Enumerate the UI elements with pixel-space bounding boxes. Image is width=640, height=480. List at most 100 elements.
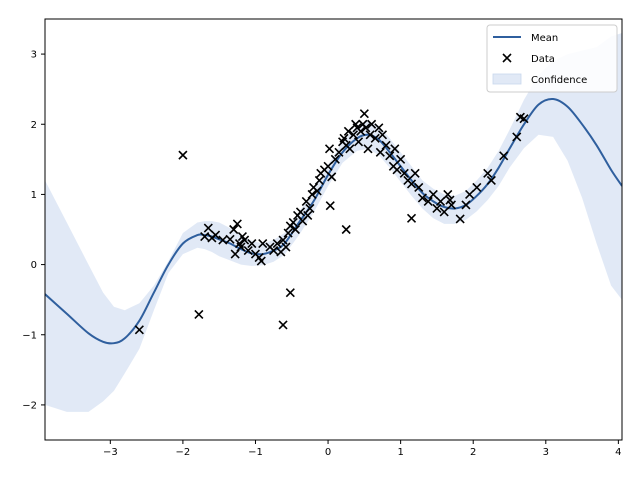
data-point <box>269 245 279 256</box>
data-point <box>303 210 313 221</box>
data-point <box>432 203 442 214</box>
data-point <box>327 172 337 182</box>
data-point <box>210 230 221 240</box>
data-point <box>200 231 210 242</box>
x-tick-label: 3 <box>543 447 549 458</box>
data-point <box>272 238 282 249</box>
y-tick-label: 0 <box>31 260 37 271</box>
data-point <box>414 182 424 192</box>
data-point <box>295 207 306 217</box>
data-point <box>486 175 496 185</box>
legend-label: Mean <box>531 33 558 44</box>
data-point <box>435 196 446 206</box>
data-point <box>343 126 353 136</box>
data-point <box>194 309 204 319</box>
data-point <box>290 224 300 235</box>
data-point <box>428 189 438 199</box>
data-point <box>203 223 213 233</box>
data-point <box>240 235 250 245</box>
data-point <box>314 175 324 185</box>
data-point <box>461 200 471 210</box>
data-point <box>392 165 402 175</box>
x-tick-label: 2 <box>470 447 476 458</box>
data-point <box>374 123 384 133</box>
data-point <box>455 214 465 224</box>
data-point <box>370 133 380 143</box>
data-point <box>307 189 317 199</box>
data-point <box>472 182 482 192</box>
legend-confidence-swatch <box>492 73 522 85</box>
data-point <box>385 151 395 161</box>
data-point <box>301 196 311 206</box>
data-point <box>417 193 427 203</box>
data-point <box>410 168 420 178</box>
data-point <box>519 114 529 124</box>
axes: −3 −2 −1 0 1 2 3 4 −2 −1 0 1 2 3 <box>22 18 623 458</box>
data-point <box>258 238 268 249</box>
data-point <box>341 224 351 235</box>
data-point <box>230 249 240 259</box>
data-point <box>348 130 359 140</box>
x-tick-label: 1 <box>397 447 403 458</box>
data-point <box>330 154 340 164</box>
y-tick-label: 2 <box>31 120 37 131</box>
data-point <box>512 132 522 142</box>
data-point <box>229 224 239 235</box>
y-tick-label: 1 <box>31 190 37 201</box>
data-point <box>134 325 144 335</box>
legend: Mean Data Confidence <box>486 24 618 93</box>
data-point <box>285 288 295 298</box>
mean-line <box>45 97 622 345</box>
data-point <box>324 144 335 154</box>
data-point <box>483 168 493 178</box>
legend-data-swatch <box>502 53 512 63</box>
x-tick-label: 4 <box>615 447 621 458</box>
data-point <box>288 217 298 228</box>
y-tick-label: −2 <box>22 400 37 411</box>
data-point <box>334 147 344 157</box>
data-point <box>390 144 400 154</box>
data-point <box>278 320 288 330</box>
data-point <box>178 150 188 160</box>
data-point <box>375 147 385 157</box>
data-point <box>406 213 417 223</box>
data-point <box>278 235 288 245</box>
data-point <box>243 245 253 256</box>
data-point <box>281 242 291 252</box>
data-point <box>396 154 406 164</box>
data-point <box>345 144 355 154</box>
x-tick-label: −2 <box>176 447 191 458</box>
data-point <box>312 186 322 196</box>
x-tick-label: −1 <box>248 447 263 458</box>
data-point <box>439 207 449 217</box>
data-point <box>325 201 335 211</box>
data-point <box>305 203 315 214</box>
data-point <box>247 238 257 249</box>
data-point <box>363 144 373 154</box>
data-point <box>367 119 377 129</box>
y-tick-label: −1 <box>22 330 37 341</box>
data-point <box>225 234 235 244</box>
x-tick-label: −3 <box>103 447 118 458</box>
data-point <box>256 256 266 266</box>
y-tick-label: 3 <box>31 50 37 61</box>
data-point <box>499 151 509 161</box>
data-point <box>236 242 246 252</box>
data-point <box>365 130 375 140</box>
data-point <box>232 219 242 229</box>
data-point <box>361 123 371 133</box>
data-point <box>353 137 364 147</box>
data-point <box>356 126 366 136</box>
data-point <box>377 130 388 140</box>
data-point <box>323 161 333 171</box>
data-point <box>359 109 369 119</box>
data-point <box>445 195 455 205</box>
data-point <box>339 133 349 143</box>
data-point <box>381 140 391 150</box>
legend-label: Confidence <box>531 75 587 86</box>
axes-frame <box>44 18 623 441</box>
data-point <box>399 168 409 178</box>
data-point <box>443 189 453 199</box>
data-point <box>423 196 433 206</box>
